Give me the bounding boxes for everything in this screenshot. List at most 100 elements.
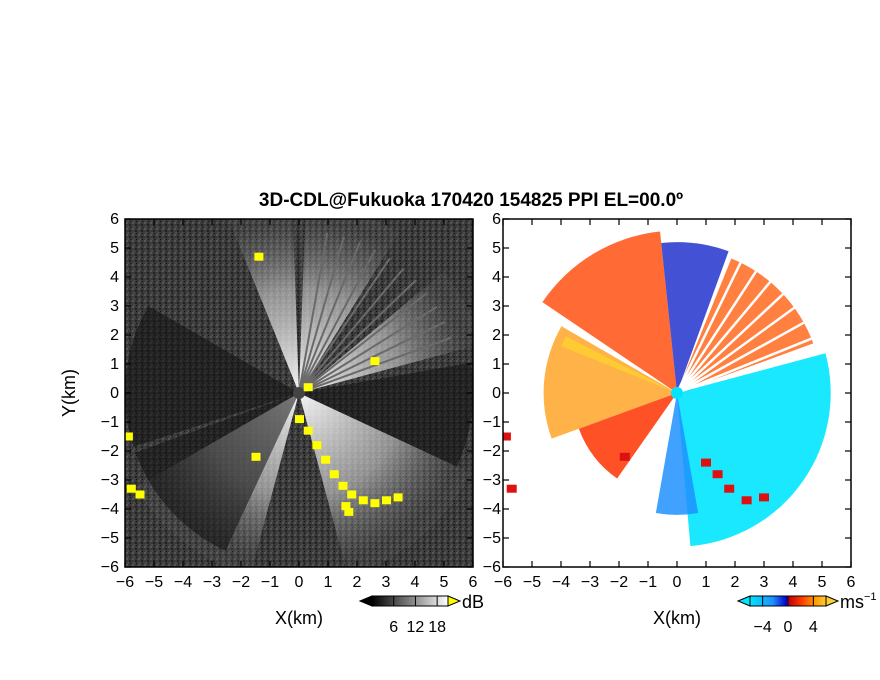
left-yellow-echo xyxy=(347,490,357,499)
left-axis-ticks: −6 −5 −4 −3 −2 −1 0 1 2 3 4 5 6 −6 −5 −4 −3 −2 −1 0 1 2 3 4 5 6 xyxy=(101,211,478,591)
colorbar-tick-label: 18 xyxy=(428,619,446,636)
right-red-echo xyxy=(741,496,752,505)
chart-title: 3D-CDL@Fukuoka 170420 154825 PPI EL=00.0… xyxy=(259,190,683,211)
right-x-axis-label: X(km) xyxy=(653,608,701,628)
right-radial-gap xyxy=(676,293,784,394)
left-colorbar-over-arrow xyxy=(447,595,462,607)
left-x-tick-label: −5 xyxy=(145,574,163,591)
right-y-tick-label: 5 xyxy=(492,240,501,257)
right-x-tick-label: −1 xyxy=(639,574,657,591)
left-yellow-echo xyxy=(382,496,391,505)
left-x-tick-label: −4 xyxy=(174,574,192,591)
left-x-tick-label: 0 xyxy=(295,574,304,591)
left-yellow-echo xyxy=(370,499,380,508)
right-colorbar-over-arrow xyxy=(825,595,840,607)
right-red-echo xyxy=(724,484,735,493)
left-x-axis-label: X(km) xyxy=(275,608,323,628)
left-yellow-echo xyxy=(254,252,264,261)
right-panel: −6 −5 −4 −3 −2 −1 0 1 2 3 4 5 6 −6 −5 −4 −3 −2 −1 0 1 2 3 4 5 6 X… xyxy=(483,211,856,628)
left-radial-streak xyxy=(298,336,452,394)
left-yellow-echo xyxy=(251,452,261,461)
left-colorbar-body xyxy=(371,595,449,607)
left-bright-sector xyxy=(299,393,470,567)
right-x-tick-label: 1 xyxy=(702,574,711,591)
right-velocity-sector xyxy=(578,393,677,479)
right-x-tick-label: −4 xyxy=(552,574,570,591)
right-x-tick-label: 3 xyxy=(760,574,769,591)
left-radial-streak xyxy=(298,279,417,394)
left-x-tick-label: −2 xyxy=(232,574,250,591)
left-y-tick-label: 0 xyxy=(110,385,119,402)
right-velocity-sector xyxy=(655,393,699,515)
left-radial-streak xyxy=(298,249,377,394)
left-radial-streak xyxy=(298,267,405,394)
right-velocity-sector xyxy=(661,242,729,393)
right-colorbar-unit-exponent: −1 xyxy=(864,591,877,603)
right-y-tick-label: 4 xyxy=(492,269,501,286)
right-x-tick-label: 0 xyxy=(673,574,682,591)
left-yellow-echo xyxy=(321,455,331,464)
left-yellow-echo xyxy=(341,502,351,511)
right-red-echo xyxy=(506,484,517,493)
left-x-tick-label: 5 xyxy=(440,574,449,591)
right-red-echo xyxy=(712,470,723,479)
right-y-tick-label: 2 xyxy=(492,327,501,344)
colorbar-tick-label: −4 xyxy=(754,619,772,636)
right-red-echo xyxy=(619,452,630,461)
right-velocity-sector xyxy=(561,336,677,393)
right-radar-origin xyxy=(671,387,683,399)
colorbar-tick-label: 0 xyxy=(784,619,793,636)
left-radial-streak xyxy=(298,292,428,394)
right-y-tick-label: −4 xyxy=(483,501,501,518)
left-radial-streak xyxy=(298,306,438,394)
right-velocity-sector xyxy=(542,231,677,393)
left-yellow-echo xyxy=(295,415,304,424)
left-bright-sector xyxy=(299,271,473,393)
right-radial-gap xyxy=(675,270,758,394)
left-x-tick-label: −3 xyxy=(203,574,221,591)
left-yellow-echo xyxy=(125,432,133,441)
left-dark-sector xyxy=(135,393,299,551)
left-yellow-echo xyxy=(303,383,313,392)
right-y-tick-label: −6 xyxy=(483,559,501,576)
right-x-tick-label: 2 xyxy=(731,574,740,591)
left-radial-streak xyxy=(298,242,361,394)
left-x-tick-label: 3 xyxy=(382,574,391,591)
left-x-tick-label: 1 xyxy=(324,574,333,591)
left-y-tick-label: −4 xyxy=(101,501,119,518)
left-y-tick-label: 5 xyxy=(110,240,119,257)
left-intensity-sectors xyxy=(125,219,473,567)
right-radial-gap xyxy=(676,281,772,394)
right-velocity-sectors xyxy=(503,231,831,547)
left-yellow-echo xyxy=(135,490,145,499)
right-radial-gap xyxy=(676,337,812,395)
left-y-tick-label: −1 xyxy=(101,414,119,431)
right-plot-area xyxy=(503,219,851,567)
left-panel: −6 −5 −4 −3 −2 −1 0 1 2 3 4 5 6 −6 −5 −4 −3 −2 −1 0 1 2 3 4 5 6 X… xyxy=(59,211,478,628)
right-colorbar-ticks: −4 0 4 xyxy=(754,596,818,636)
left-dark-sector xyxy=(125,306,299,447)
right-x-tick-label: −6 xyxy=(494,574,512,591)
left-radar-origin xyxy=(293,387,305,399)
left-yellow-echo xyxy=(329,470,339,479)
right-y-tick-label: 6 xyxy=(492,211,501,228)
right-y-tick-label: 1 xyxy=(492,356,501,373)
right-red-echo xyxy=(759,493,769,502)
left-y-tick-label: 3 xyxy=(110,298,119,315)
left-x-tick-label: −6 xyxy=(116,574,134,591)
right-velocity-sector xyxy=(677,258,814,393)
left-y-tick-label: −6 xyxy=(101,559,119,576)
left-colorbar-unit: dB xyxy=(462,592,484,612)
right-radial-gap xyxy=(675,262,742,394)
left-bright-sector xyxy=(228,219,299,393)
left-y-tick-label: 1 xyxy=(110,356,119,373)
colorbar-tick-label: 12 xyxy=(407,619,425,636)
left-radial-streak xyxy=(298,236,345,394)
left-x-tick-label: 4 xyxy=(411,574,420,591)
left-y-tick-label: −2 xyxy=(101,443,119,460)
left-colorbar-ticks: 6 12 18 xyxy=(389,596,446,636)
right-velocity-sector xyxy=(543,326,677,439)
left-y-axis-label: Y(km) xyxy=(59,369,79,417)
right-axis-ticks: −6 −5 −4 −3 −2 −1 0 1 2 3 4 5 6 −6 −5 −4 −3 −2 −1 0 1 2 3 4 5 6 xyxy=(483,211,856,591)
